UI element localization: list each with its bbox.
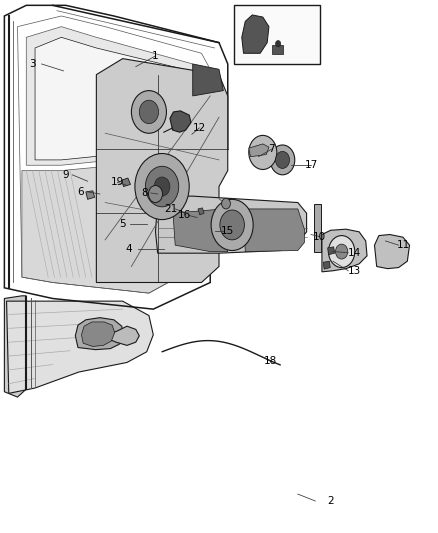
Polygon shape [323, 261, 330, 269]
Text: 2: 2 [327, 496, 334, 506]
Circle shape [131, 91, 166, 133]
Polygon shape [193, 64, 223, 96]
Circle shape [211, 199, 253, 251]
Text: 6: 6 [78, 187, 85, 197]
Circle shape [276, 41, 281, 47]
Circle shape [249, 135, 277, 169]
Polygon shape [249, 144, 269, 157]
Text: 11: 11 [396, 240, 410, 250]
Text: 5: 5 [119, 219, 126, 229]
Polygon shape [243, 209, 304, 252]
Text: 17: 17 [304, 160, 318, 170]
Circle shape [222, 198, 230, 209]
Polygon shape [322, 229, 367, 272]
Polygon shape [242, 15, 269, 53]
Circle shape [135, 154, 189, 220]
Text: 13: 13 [348, 266, 361, 276]
Polygon shape [4, 296, 26, 397]
Polygon shape [26, 27, 201, 165]
Text: 8: 8 [141, 188, 148, 198]
Circle shape [145, 166, 179, 207]
Bar [272, 45, 283, 54]
Polygon shape [86, 191, 95, 199]
Bar [314, 204, 321, 252]
Polygon shape [22, 155, 197, 293]
Text: 14: 14 [348, 248, 361, 257]
Circle shape [336, 244, 348, 259]
Polygon shape [173, 209, 228, 252]
Circle shape [154, 177, 170, 196]
Polygon shape [198, 208, 204, 215]
Polygon shape [122, 178, 131, 187]
Text: 19: 19 [111, 177, 124, 187]
Circle shape [139, 100, 159, 124]
Polygon shape [75, 318, 124, 350]
Text: 12: 12 [193, 123, 206, 133]
Text: 3: 3 [29, 59, 36, 69]
Text: 15: 15 [221, 227, 234, 236]
Polygon shape [170, 111, 191, 132]
Circle shape [276, 151, 290, 168]
Text: 9: 9 [62, 170, 69, 180]
Polygon shape [81, 322, 115, 346]
Text: 18: 18 [264, 357, 277, 366]
Polygon shape [374, 235, 410, 269]
Circle shape [270, 145, 295, 175]
FancyBboxPatch shape [234, 5, 320, 64]
Text: 16: 16 [177, 211, 191, 220]
Polygon shape [155, 196, 307, 253]
Polygon shape [7, 301, 153, 393]
Text: 21: 21 [164, 204, 177, 214]
Polygon shape [328, 247, 335, 255]
Circle shape [328, 236, 355, 268]
Polygon shape [96, 59, 228, 282]
Circle shape [148, 185, 162, 203]
Text: 7: 7 [268, 144, 275, 154]
Polygon shape [35, 37, 193, 160]
Text: 1: 1 [152, 51, 159, 61]
Text: 4: 4 [126, 245, 133, 254]
Circle shape [220, 210, 244, 240]
Polygon shape [101, 326, 139, 345]
Text: 10: 10 [313, 232, 326, 241]
